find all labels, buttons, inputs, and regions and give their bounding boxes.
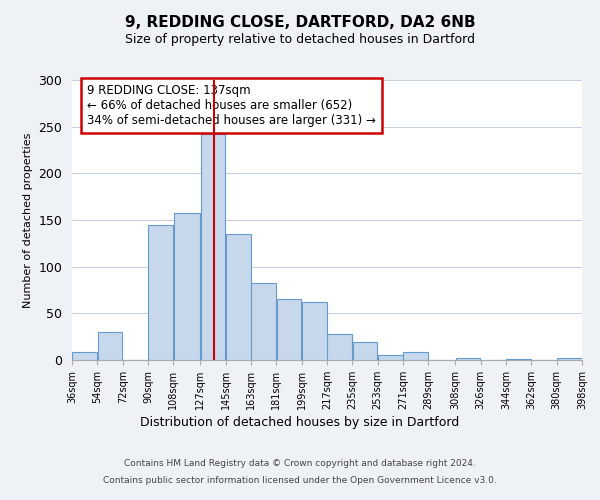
Bar [73, 352, 97, 360]
Text: Contains public sector information licensed under the Open Government Licence v3: Contains public sector information licen… [103, 476, 497, 485]
Bar [226, 234, 251, 360]
Y-axis label: Number of detached properties: Number of detached properties [23, 132, 33, 308]
Text: 9 REDDING CLOSE: 137sqm
← 66% of detached houses are smaller (652)
34% of semi-d: 9 REDDING CLOSE: 137sqm ← 66% of detache… [88, 84, 376, 127]
Text: Size of property relative to detached houses in Dartford: Size of property relative to detached ho… [125, 32, 475, 46]
Bar [251, 282, 276, 360]
Bar [302, 302, 326, 360]
Bar [378, 356, 403, 360]
Text: 9, REDDING CLOSE, DARTFORD, DA2 6NB: 9, REDDING CLOSE, DARTFORD, DA2 6NB [125, 15, 475, 30]
Bar [328, 334, 352, 360]
Bar [277, 300, 301, 360]
Text: Contains HM Land Registry data © Crown copyright and database right 2024.: Contains HM Land Registry data © Crown c… [124, 458, 476, 468]
Bar [455, 358, 480, 360]
Bar [98, 332, 122, 360]
Bar [148, 224, 173, 360]
Bar [200, 134, 225, 360]
Bar [557, 358, 581, 360]
Bar [506, 359, 531, 360]
Bar [403, 352, 428, 360]
Text: Distribution of detached houses by size in Dartford: Distribution of detached houses by size … [140, 416, 460, 429]
Bar [174, 214, 200, 360]
Bar [353, 342, 377, 360]
